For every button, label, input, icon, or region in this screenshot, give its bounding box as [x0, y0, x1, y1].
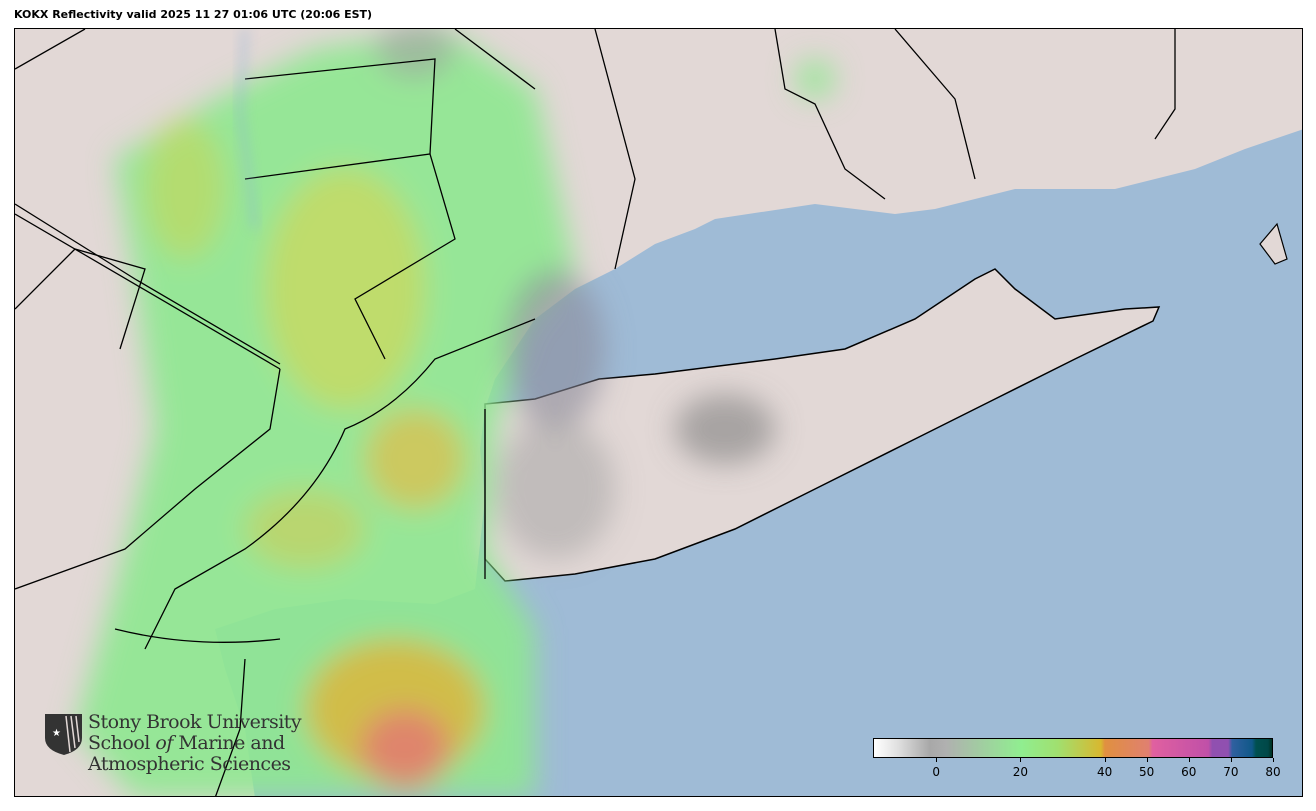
colorbar-tick [1188, 758, 1190, 762]
logo-line-2a: School [88, 732, 156, 754]
map-canvas [15, 29, 1302, 796]
shield-logo-icon: ★ [45, 714, 82, 755]
logo-line-1: Stony Brook University [88, 711, 302, 733]
colorbar-tick-label: 80 [1265, 765, 1281, 779]
colorbar-tick [936, 758, 938, 762]
colorbar-tick-label: 0 [932, 765, 940, 779]
colorbar-tick-label: 20 [1012, 765, 1028, 779]
reflectivity-colorbar [873, 738, 1273, 758]
svg-text:★: ★ [52, 728, 61, 739]
block-island-shore [1259, 222, 1288, 265]
map-title: KOKX Reflectivity valid 2025 11 27 01:06… [14, 8, 373, 21]
sbu-logo: ★ Stony Brook University School of Marin… [44, 711, 302, 775]
colorbar-tick [1020, 758, 1022, 762]
colorbar-tick [1104, 758, 1106, 762]
colorbar-tick [1146, 758, 1148, 762]
colorbar-tick-label: 70 [1223, 765, 1239, 779]
colorbar-tick [1230, 758, 1232, 762]
radar-map[interactable] [14, 28, 1303, 797]
colorbar-tick-label: 60 [1181, 765, 1197, 779]
long-island [484, 268, 1161, 582]
logo-line-2c: Marine and [172, 732, 285, 754]
colorbar-tick-label: 40 [1096, 765, 1113, 779]
logo-line-2b: of [155, 732, 173, 754]
colorbar-tick-label: 50 [1139, 765, 1155, 779]
colorbar-tick [1273, 758, 1274, 762]
rivers [236, 29, 258, 230]
logo-line-3: Atmospheric Sciences [88, 753, 291, 775]
state-county-borders [15, 29, 1176, 796]
